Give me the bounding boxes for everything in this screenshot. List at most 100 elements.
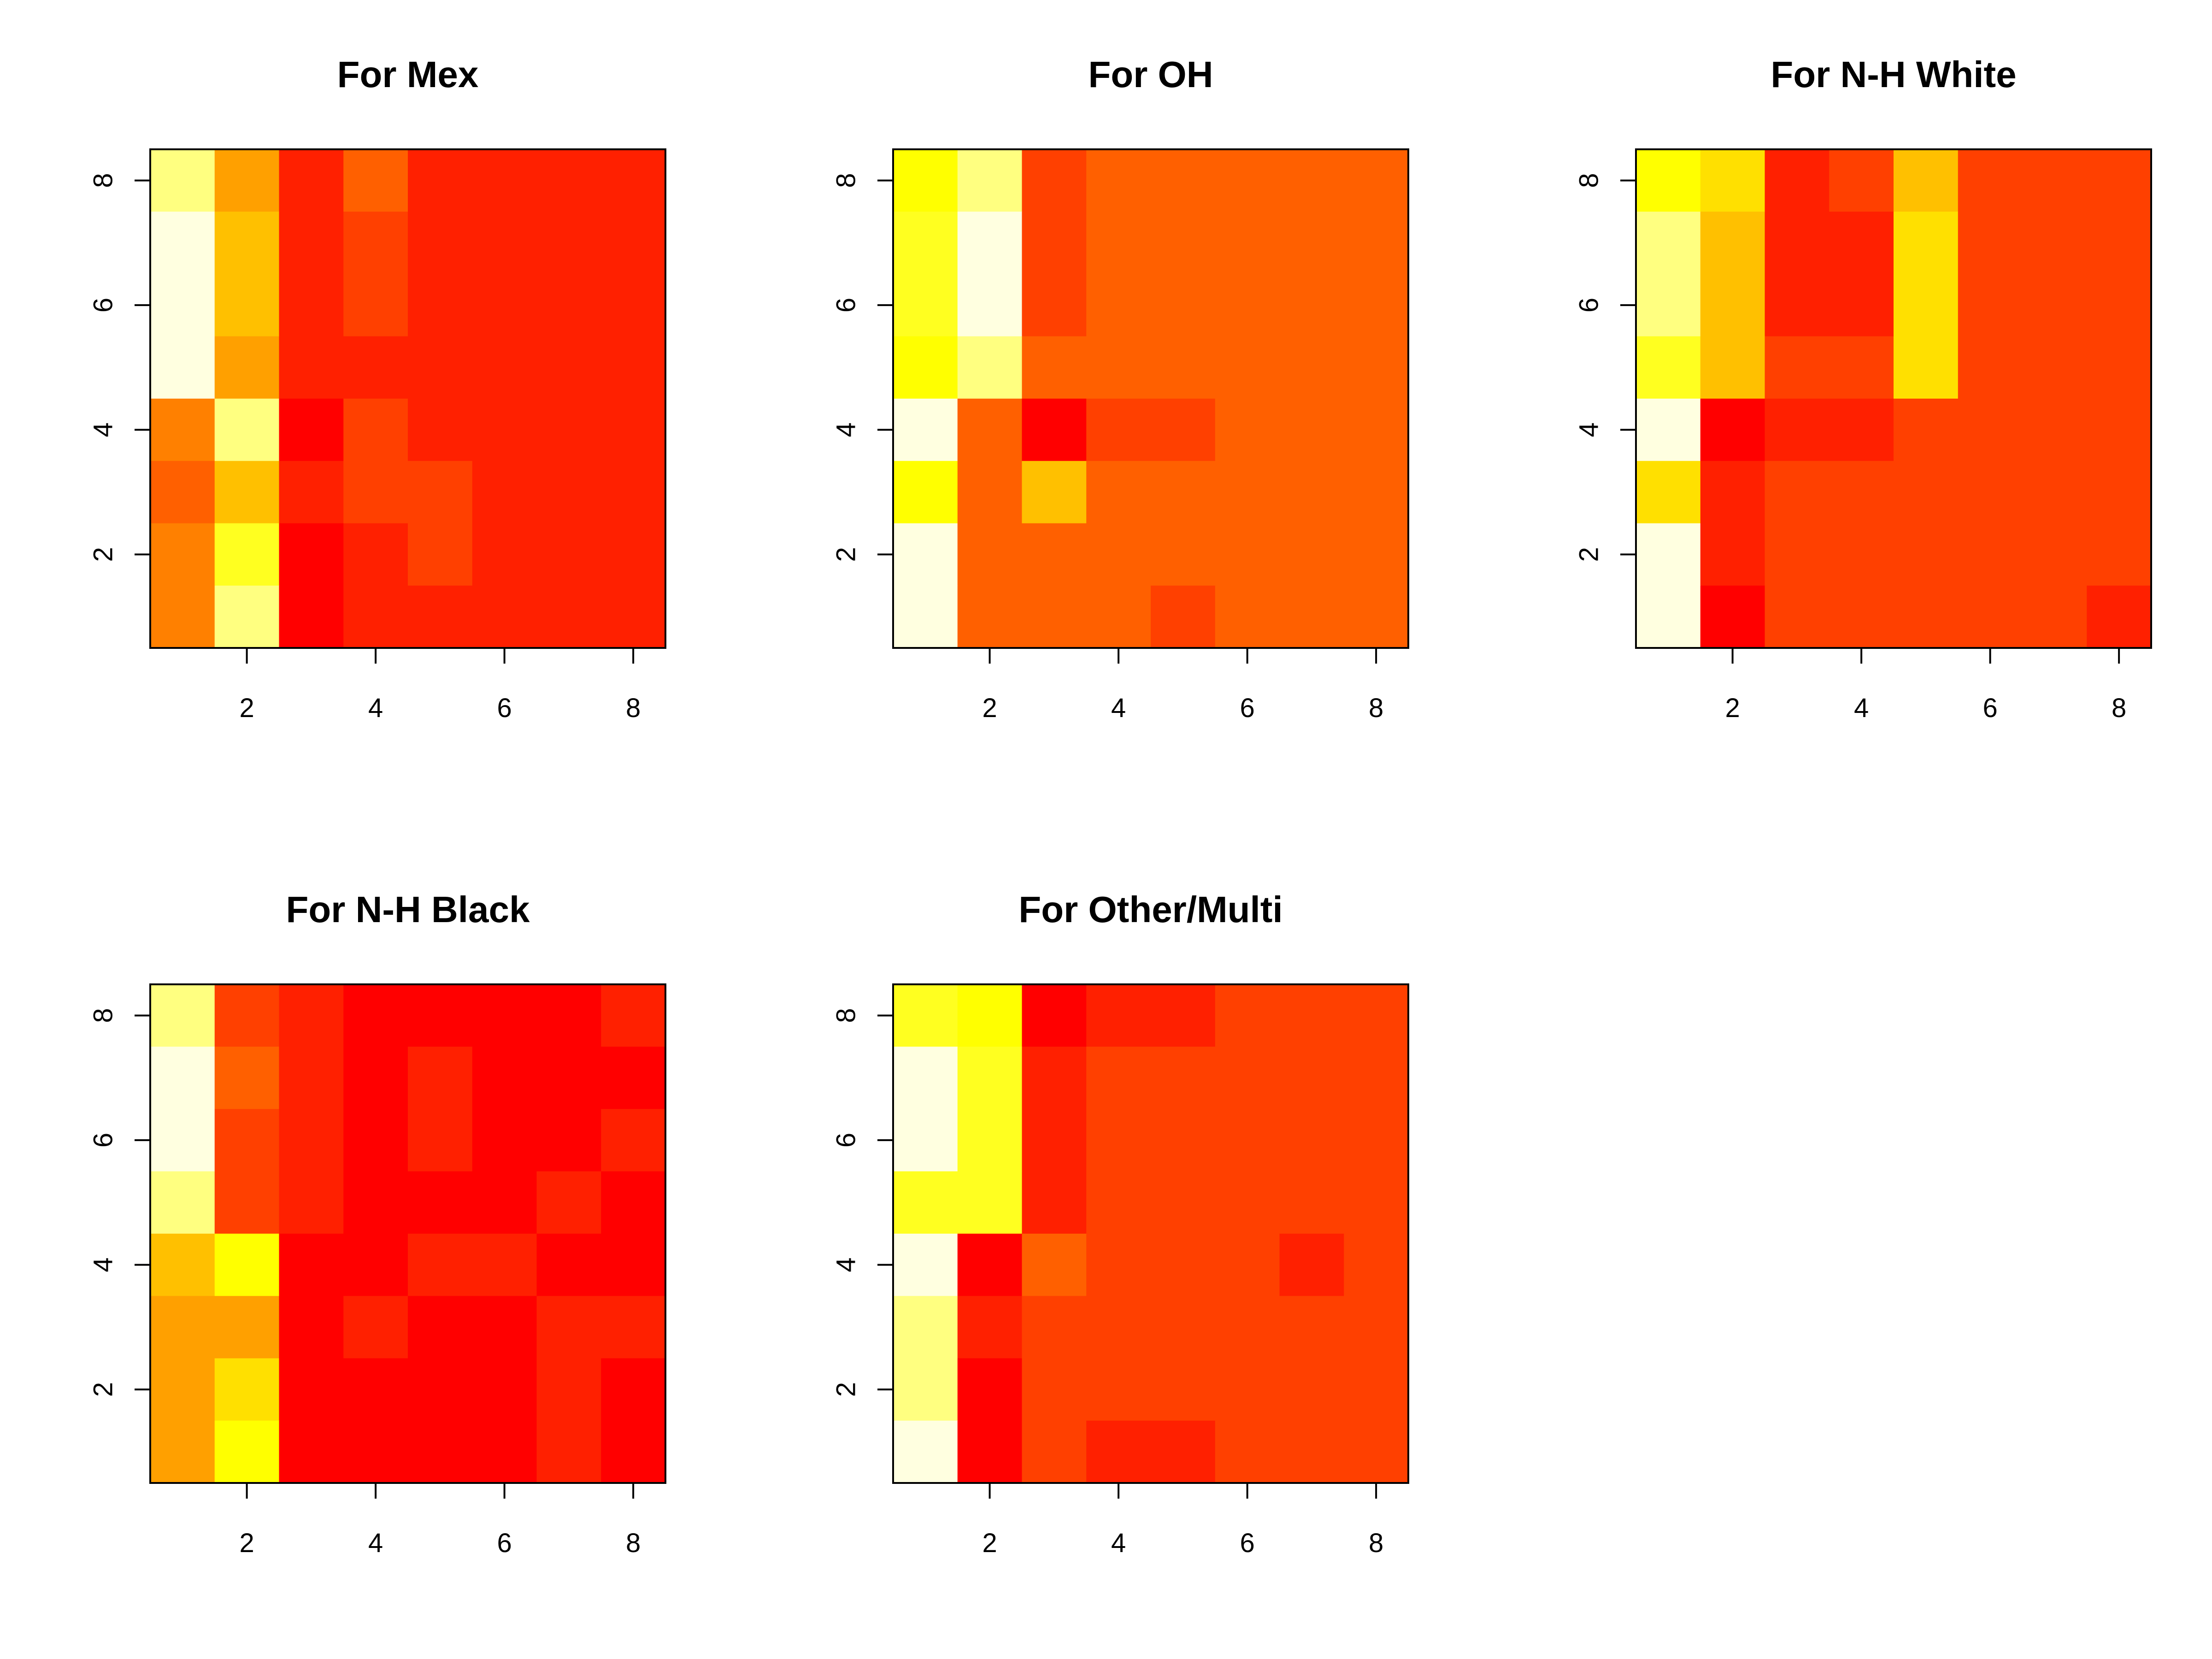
heatmap-cell bbox=[1215, 523, 1280, 586]
heatmap-cell bbox=[1636, 149, 1701, 212]
heatmap-cell bbox=[2022, 461, 2088, 524]
heatmap-cell bbox=[957, 1358, 1023, 1421]
heatmap-cell bbox=[1829, 523, 1894, 586]
y-tick-label: 4 bbox=[831, 422, 861, 437]
plot-frame bbox=[892, 148, 1409, 649]
heatmap-panel: For N-H Black 2 4 6 8 2 4 6 8 bbox=[88, 889, 666, 1558]
heatmap-cell bbox=[1829, 336, 1894, 399]
heatmap-cell bbox=[1086, 212, 1151, 275]
heatmap-cell bbox=[2087, 336, 2152, 399]
heatmap-cell bbox=[1151, 523, 1216, 586]
x-tick-label: 4 bbox=[1854, 693, 1869, 723]
heatmap-cell bbox=[2087, 149, 2152, 212]
y-tick-label: 2 bbox=[831, 547, 861, 562]
heatmap-cell bbox=[408, 1358, 473, 1421]
heatmap-cell bbox=[1215, 212, 1280, 275]
heatmap-cell bbox=[1215, 1047, 1280, 1110]
heatmap-cell bbox=[343, 274, 408, 337]
heatmap-cell bbox=[536, 1296, 602, 1359]
heatmap-cell bbox=[214, 274, 280, 337]
heatmap-cell bbox=[893, 149, 958, 212]
heatmap-cell bbox=[1215, 1234, 1280, 1297]
heatmap-cell bbox=[1894, 149, 1959, 212]
y-tick-label: 2 bbox=[831, 1382, 861, 1397]
heatmap-cell bbox=[279, 585, 344, 648]
heatmap-cell bbox=[279, 984, 344, 1047]
heatmap-cell bbox=[343, 523, 408, 586]
heatmap-cell bbox=[1215, 1296, 1280, 1359]
heatmap-cell bbox=[408, 1109, 473, 1172]
heatmap-cell bbox=[1215, 1171, 1280, 1234]
heatmap-cell bbox=[536, 149, 602, 212]
heatmap-cell bbox=[1894, 274, 1959, 337]
y-tick-label: 8 bbox=[88, 173, 118, 188]
heatmap-cell bbox=[343, 149, 408, 212]
heatmap-cell bbox=[150, 1296, 215, 1359]
heatmap-cell bbox=[601, 212, 666, 275]
heatmap-cell bbox=[1700, 585, 1765, 648]
panel-title: For OH bbox=[1088, 54, 1213, 95]
heatmap-cell bbox=[536, 585, 602, 648]
heatmap-cell bbox=[1636, 461, 1701, 524]
heatmap-cell bbox=[214, 1047, 280, 1110]
heatmap-cell bbox=[1086, 585, 1151, 648]
heatmap-cell bbox=[150, 1047, 215, 1110]
heatmap-cell bbox=[472, 1171, 537, 1234]
heatmap-cell bbox=[1022, 585, 1087, 648]
heatmap-cell bbox=[408, 461, 473, 524]
heatmap-cell bbox=[536, 461, 602, 524]
heatmap-cell bbox=[1636, 399, 1701, 462]
heatmap-cell bbox=[1022, 1358, 1087, 1421]
heatmap-panel: For N-H White 2 4 6 8 2 4 6 8 bbox=[1574, 54, 2152, 723]
heatmap-cell bbox=[536, 523, 602, 586]
heatmap-cell bbox=[1700, 461, 1765, 524]
y-tick-label: 4 bbox=[1574, 422, 1604, 437]
y-tick-label: 4 bbox=[88, 422, 118, 437]
heatmap-cell bbox=[1086, 1109, 1151, 1172]
heatmap-cell bbox=[343, 585, 408, 648]
heatmap-cell bbox=[150, 1171, 215, 1234]
heatmap-cell bbox=[1700, 149, 1765, 212]
heatmap-cell bbox=[279, 399, 344, 462]
plot-frame bbox=[149, 148, 666, 649]
heatmap-cell bbox=[1151, 1296, 1216, 1359]
heatmap-cell bbox=[1829, 399, 1894, 462]
heatmap-cell bbox=[408, 1296, 473, 1359]
heatmap-cell bbox=[1279, 984, 1345, 1047]
heatmap-cell bbox=[472, 1420, 537, 1483]
heatmap-cell bbox=[601, 149, 666, 212]
heatmap-cell bbox=[1086, 523, 1151, 586]
heatmap-cell bbox=[1765, 212, 1830, 275]
heatmap-cell bbox=[893, 399, 958, 462]
y-tick-label: 6 bbox=[88, 298, 118, 312]
heatmap-cell bbox=[214, 1234, 280, 1297]
heatmap-cell bbox=[279, 336, 344, 399]
x-tick-label: 4 bbox=[1111, 1528, 1126, 1558]
heatmap-cell bbox=[1958, 585, 2023, 648]
heatmap-cell bbox=[1215, 149, 1280, 212]
heatmap-cell bbox=[2087, 523, 2152, 586]
heatmap-cell bbox=[1086, 1358, 1151, 1421]
heatmap-cell bbox=[536, 1171, 602, 1234]
heatmap-cell bbox=[1700, 399, 1765, 462]
heatmap-cell bbox=[601, 461, 666, 524]
heatmap-cell bbox=[279, 523, 344, 586]
heatmap-cell bbox=[472, 523, 537, 586]
heatmap-cell bbox=[1765, 399, 1830, 462]
heatmap-cell bbox=[893, 1296, 958, 1359]
heatmap-cell bbox=[1279, 1109, 1345, 1172]
heatmap-cell bbox=[1958, 336, 2023, 399]
heatmap-cell bbox=[1279, 1234, 1345, 1297]
heatmap-cell bbox=[472, 1047, 537, 1110]
heatmap-cell bbox=[408, 1047, 473, 1110]
heatmap-cell bbox=[2087, 461, 2152, 524]
heatmap-cell bbox=[1344, 399, 1409, 462]
y-tick-label: 6 bbox=[88, 1133, 118, 1147]
heatmap-cell bbox=[1829, 585, 1894, 648]
heatmap-cell bbox=[957, 461, 1023, 524]
x-tick-label: 6 bbox=[1240, 1528, 1254, 1558]
heatmap-cell bbox=[150, 1420, 215, 1483]
heatmap-cell bbox=[1151, 149, 1216, 212]
heatmap-cell bbox=[957, 1234, 1023, 1297]
heatmap-cell bbox=[2087, 585, 2152, 648]
